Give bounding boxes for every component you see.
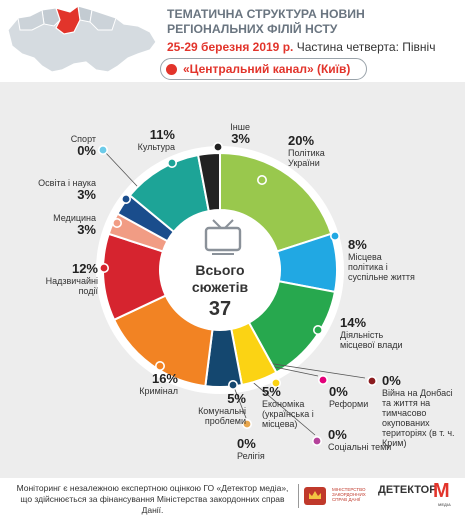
marker-dot-15 — [213, 142, 224, 153]
marker-dot-12 — [121, 194, 132, 205]
marker-dot-11 — [112, 218, 123, 229]
slice-label-10: 12% Надзвичайні події — [28, 261, 98, 297]
slice-pct-10: 12% — [71, 261, 98, 276]
slice-label-3: 0% Війна на Донбасі та життя на тимчасово… — [382, 373, 462, 449]
slice-label-6: 5% Економіка (українська і місцева) — [262, 384, 332, 430]
channel-name: «Центральний канал» (Київ) — [183, 62, 351, 76]
slice-label-9: 16% Кримінал — [108, 371, 178, 397]
footer-divider — [298, 484, 299, 508]
marker-dot-8 — [228, 379, 239, 390]
slice-name-11: Медицина — [53, 213, 96, 223]
slice-name-6: Економіка (українська і місцева) — [262, 399, 314, 429]
total-caption: Всього сюжетів — [191, 262, 249, 295]
donut-chart — [96, 142, 377, 446]
slice-label-7: 0% Релігія — [237, 436, 307, 462]
marker-dot-4 — [311, 435, 322, 446]
denmark-mfa-logo: МІНІСТЕРСТВО ЗАКОРДОННИХ СПРАВ ДАНІЇ — [302, 485, 366, 512]
slice-name-12: Освіта і наука — [38, 178, 96, 188]
ukraine-map-icon — [7, 4, 157, 73]
slice-pct-11: 3% — [77, 222, 96, 237]
slice-name-5: Реформи — [329, 399, 369, 409]
footer: Моніторинг є незалежною експертною оцінк… — [0, 478, 465, 515]
slice-pct-9: 16% — [151, 371, 178, 386]
slice-pct-12: 3% — [77, 187, 96, 202]
slice-label-14: 11% Культура — [105, 127, 175, 153]
marker-dot-5 — [317, 374, 328, 385]
slice-label-15: Інше 3% — [180, 122, 250, 146]
slice-name-0: Політика України — [288, 148, 325, 168]
slice-name-1: Місцева політика і суспільне життя — [348, 252, 415, 282]
slice-label-13: Спорт 0% — [26, 134, 96, 158]
slice-label-5: 0% Реформи — [329, 384, 399, 410]
slice-label-0: 20% Політика України — [288, 133, 358, 169]
donut-center — [161, 211, 279, 329]
date-line: 25-29 березня 2019 р. Частина четверта: … — [167, 40, 435, 54]
slice-name-15: Інше — [230, 122, 250, 132]
marker-dot-9 — [155, 360, 166, 371]
donut-slice-0 — [219, 151, 333, 253]
part-label: Частина четверта: Північ — [296, 40, 436, 54]
slice-label-8: 5% Комунальні проблеми — [176, 391, 246, 427]
center-total: Всього сюжетів 37 — [168, 262, 272, 320]
slice-pct-0: 20% — [288, 133, 315, 148]
slice-name-2: Діяльність місцевої влади — [340, 330, 403, 350]
slice-name-10: Надзвичайні події — [45, 276, 98, 296]
slice-pct-5: 0% — [329, 384, 348, 399]
slice-label-11: Медицина 3% — [26, 213, 96, 237]
slice-name-4: Соціальні теми — [328, 442, 392, 452]
total-value: 37 — [208, 298, 232, 320]
detector-media-logo: ДЕТЕКТОР M МЕДІА — [378, 480, 451, 507]
marker-dot-14 — [167, 158, 178, 169]
marker-dot-7 — [242, 418, 253, 429]
marker-dot-3 — [366, 375, 377, 386]
slice-pct-14: 11% — [149, 127, 175, 142]
footer-text: Моніторинг є незалежною експертною оцінк… — [16, 483, 289, 515]
slice-pct-2: 14% — [340, 315, 367, 330]
slice-pct-15: 3% — [231, 131, 250, 146]
slice-name-9: Кримінал — [139, 386, 178, 396]
slice-label-12: Освіта і наука 3% — [26, 178, 96, 202]
slice-pct-13: 0% — [77, 143, 96, 158]
tv-icon — [204, 219, 242, 255]
slice-pct-6: 5% — [262, 384, 281, 399]
slice-pct-3: 0% — [382, 373, 401, 388]
denmark-mfa-text: МІНІСТЕРСТВО ЗАКОРДОННИХ СПРАВ ДАНІЇ — [332, 487, 366, 502]
date-range: 25-29 березня 2019 р. — [167, 40, 294, 54]
marker-dot-1 — [329, 231, 340, 242]
marker-dot-10 — [99, 262, 110, 273]
detector-logo-text: ДЕТЕКТОР — [378, 484, 437, 496]
red-dot-icon — [166, 63, 177, 75]
slice-name-8: Комунальні проблеми — [198, 406, 246, 426]
crown-icon — [304, 487, 326, 505]
marker-dot-13 — [98, 145, 109, 156]
marker-dot-6 — [270, 377, 281, 388]
slice-name-7: Релігія — [237, 451, 265, 461]
slice-name-14: Культура — [137, 142, 175, 152]
slice-pct-7: 0% — [237, 436, 256, 451]
detector-logo-m: M — [433, 480, 450, 502]
donut-slice-15 — [196, 151, 221, 213]
slice-pct-4: 0% — [328, 427, 347, 442]
marker-dot-0 — [256, 175, 267, 186]
page-title: ТЕМАТИЧНА СТРУКТУРА НОВИН РЕГІОНАЛЬНИХ Ф… — [167, 7, 365, 36]
slice-label-1: 8% Місцева політика і суспільне життя — [348, 237, 418, 283]
channel-badge: «Центральний канал» (Київ) — [160, 58, 367, 80]
marker-dot-2 — [312, 324, 323, 335]
detector-logo-sub: МЕДІА — [438, 502, 451, 507]
slice-label-2: 14% Діяльність місцевої влади — [340, 315, 410, 351]
slice-label-4: 0% Соціальні теми — [328, 427, 398, 453]
slice-pct-8: 5% — [227, 391, 246, 406]
slice-name-3: Війна на Донбасі та життя на тимчасово о… — [382, 388, 455, 448]
slice-pct-1: 8% — [348, 237, 367, 252]
slice-name-13: Спорт — [70, 134, 96, 144]
